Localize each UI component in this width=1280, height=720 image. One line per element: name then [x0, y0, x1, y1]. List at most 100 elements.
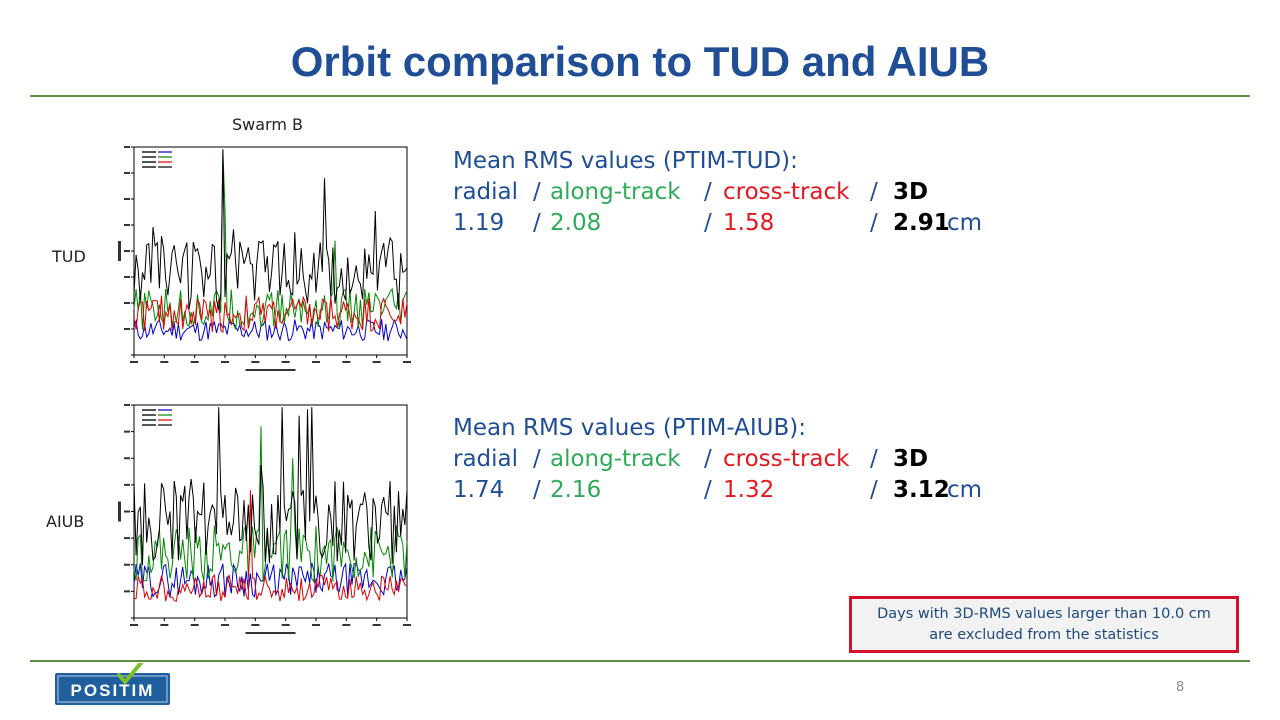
- y-tick-label: [124, 302, 130, 304]
- legend-label: [142, 414, 156, 416]
- y-tick-label: [124, 224, 130, 226]
- aiub-unit: cm: [947, 477, 983, 503]
- x-tick-label: [130, 361, 138, 363]
- x-tick-label: [312, 361, 320, 363]
- y-tick-label: [124, 172, 130, 174]
- legend-label: [142, 156, 156, 158]
- y-tick-label: [124, 276, 130, 278]
- aiub-separator: /: [704, 477, 712, 503]
- x-tick-label: [403, 624, 411, 626]
- plot-frame: [133, 404, 408, 619]
- x-tick-label: [342, 361, 351, 363]
- tud-3d-value: 2.91: [893, 210, 950, 236]
- footer-divider: [30, 660, 1250, 662]
- x-tick-label: [190, 361, 199, 363]
- legend-label: [142, 424, 156, 426]
- aiub-orbit-plot-canvas: [118, 404, 411, 634]
- positim-logo-text: POSITIM: [71, 681, 155, 700]
- x-tick-label: [281, 624, 290, 626]
- x-tick-label: [312, 624, 320, 626]
- y-tick-label: [124, 537, 130, 540]
- tud-along-track-label: along-track: [550, 179, 681, 205]
- tud-separator: /: [704, 210, 712, 236]
- aiub-separator: /: [533, 477, 541, 503]
- exclusion-note-line-1: Days with 3D-RMS values larger than 10.0…: [877, 606, 1211, 622]
- aiub-separator: /: [533, 446, 541, 472]
- tud-along-track-value: 2.08: [550, 210, 602, 236]
- x-tick-label: [342, 624, 351, 626]
- series-line: [133, 151, 408, 330]
- aiub-stats-heading: Mean RMS values (PTIM-AIUB):: [453, 415, 806, 441]
- y-tick-label: [124, 250, 130, 252]
- tud-label: TUD: [52, 247, 86, 266]
- tud-radial-label: radial: [453, 179, 519, 205]
- x-tick-label: [190, 624, 199, 626]
- series-line: [133, 295, 408, 334]
- series-line: [133, 426, 408, 584]
- x-axis-label: [245, 632, 296, 634]
- y-tick-label: [124, 510, 130, 513]
- tud-unit: cm: [947, 210, 983, 236]
- y-tick-label: [124, 590, 130, 593]
- x-tick-label: [221, 361, 229, 363]
- tud-cross-track-value: 1.58: [723, 210, 775, 236]
- x-tick-label: [372, 624, 381, 626]
- tud-orbit-plot: [116, 142, 412, 377]
- page-number: 8: [1176, 680, 1185, 695]
- aiub-separator: /: [870, 446, 878, 472]
- tud-separator: /: [870, 210, 878, 236]
- aiub-along-track-value: 2.16: [550, 477, 602, 503]
- aiub-along-track-label: along-track: [550, 446, 681, 472]
- swarm-label: Swarm B: [232, 115, 303, 134]
- y-tick-label: [124, 404, 130, 406]
- tud-stats-heading: Mean RMS values (PTIM-TUD):: [453, 148, 798, 174]
- x-tick-label: [281, 361, 290, 363]
- x-tick-label: [372, 361, 381, 363]
- y-tick-label: [124, 328, 130, 330]
- positim-logo: POSITIM: [55, 661, 170, 705]
- series-line: [133, 490, 408, 603]
- slide-title: Orbit comparison to TUD and AIUB: [290, 38, 990, 85]
- x-tick-label: [403, 361, 411, 363]
- y-tick-label: [124, 563, 130, 566]
- tud-3d-label: 3D: [893, 179, 929, 205]
- tud-orbit-plot-canvas: [118, 146, 411, 371]
- series-line: [133, 318, 408, 342]
- x-tick-label: [251, 624, 260, 626]
- aiub-radial-label: radial: [453, 446, 519, 472]
- y-tick-label: [124, 457, 130, 460]
- y-tick-label: [124, 146, 130, 148]
- series-line: [133, 149, 408, 311]
- x-axis-label: [245, 369, 296, 371]
- y-tick-label: [124, 430, 130, 433]
- aiub-separator: /: [704, 446, 712, 472]
- positim-logo-graphic: POSITIM: [55, 661, 170, 705]
- aiub-separator: /: [870, 477, 878, 503]
- y-axis-label: [118, 501, 121, 522]
- tud-cross-track-label: cross-track: [723, 179, 850, 205]
- legend-label: [142, 161, 156, 163]
- aiub-cross-track-label: cross-track: [723, 446, 850, 472]
- aiub-3d-value: 3.12: [893, 477, 950, 503]
- x-tick-label: [160, 361, 169, 363]
- tud-separator: /: [533, 210, 541, 236]
- title-divider: [30, 95, 1250, 97]
- legend-label: [142, 151, 156, 153]
- tud-separator: /: [870, 179, 878, 205]
- legend-label: [142, 409, 156, 411]
- x-tick-label: [160, 624, 169, 626]
- exclusion-note: Days with 3D-RMS values larger than 10.0…: [849, 596, 1239, 653]
- exclusion-note-line-2: are excluded from the statistics: [929, 627, 1159, 643]
- aiub-label: AIUB: [46, 512, 85, 531]
- series-line: [133, 562, 408, 599]
- series-line: [133, 407, 408, 565]
- y-axis-label: [118, 241, 121, 261]
- x-tick-label: [221, 624, 229, 626]
- tud-separator: /: [704, 179, 712, 205]
- legend-label: [142, 419, 156, 421]
- tud-radial-value: 1.19: [453, 210, 505, 236]
- y-tick-label: [124, 198, 130, 200]
- aiub-radial-value: 1.74: [453, 477, 505, 503]
- x-tick-label: [130, 624, 138, 626]
- legend-label: [142, 166, 156, 168]
